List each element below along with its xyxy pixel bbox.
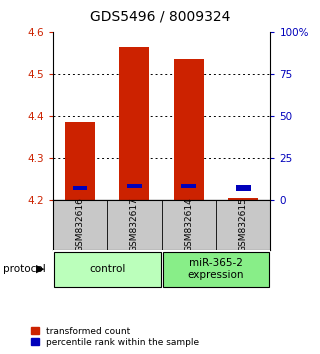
Legend: transformed count, percentile rank within the sample: transformed count, percentile rank withi… — [30, 326, 200, 348]
Text: GSM832615: GSM832615 — [239, 197, 248, 252]
Text: GSM832617: GSM832617 — [130, 197, 139, 252]
Bar — [65, 122, 95, 200]
Text: miR-365-2
expression: miR-365-2 expression — [188, 258, 244, 280]
FancyBboxPatch shape — [54, 251, 161, 287]
FancyBboxPatch shape — [163, 251, 269, 287]
Bar — [127, 184, 142, 188]
Text: control: control — [89, 264, 125, 274]
Text: protocol: protocol — [3, 264, 46, 274]
Bar — [119, 47, 149, 200]
Text: GSM832616: GSM832616 — [76, 197, 84, 252]
Text: GDS5496 / 8009324: GDS5496 / 8009324 — [90, 10, 230, 24]
Bar — [181, 184, 196, 188]
Bar — [73, 186, 87, 190]
Bar — [228, 198, 258, 200]
Bar — [236, 185, 251, 191]
Text: ▶: ▶ — [36, 264, 44, 274]
Text: GSM832614: GSM832614 — [184, 198, 193, 252]
Bar — [174, 59, 204, 200]
